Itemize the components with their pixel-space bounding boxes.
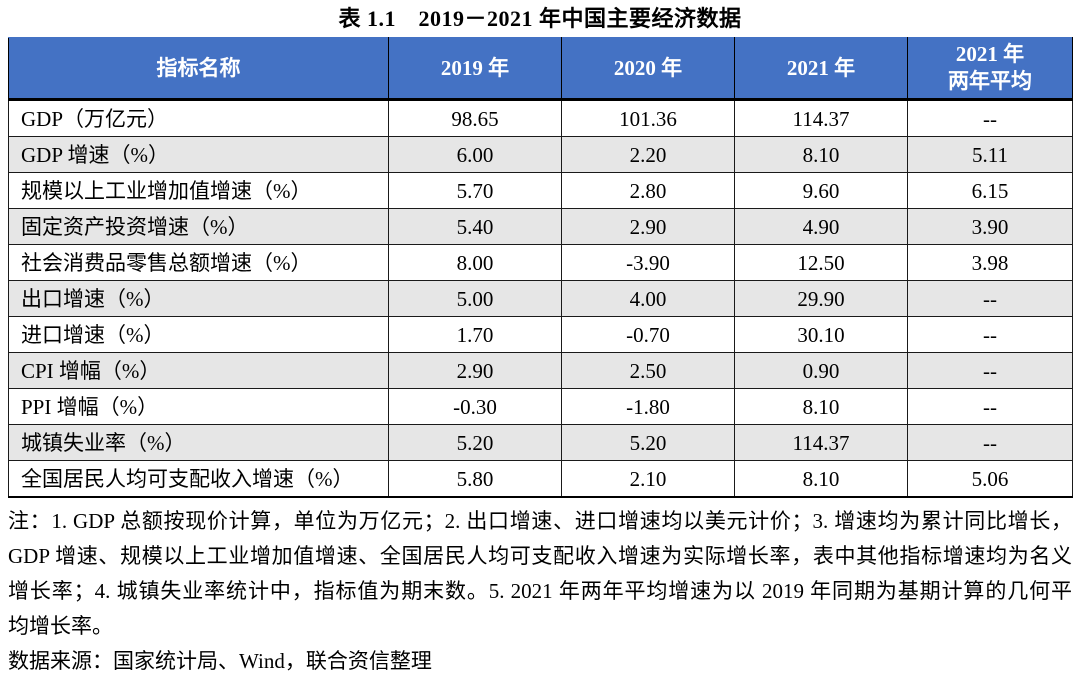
cell-value: -- <box>907 316 1073 353</box>
cell-value: 0.90 <box>734 352 908 389</box>
cell-value: 2.20 <box>561 136 735 173</box>
cell-value: -- <box>907 424 1073 461</box>
cell-value: -- <box>907 280 1073 317</box>
table-row: 固定资产投资增速（%） 5.40 2.90 4.90 3.90 <box>8 208 1073 245</box>
cell-value: 2.50 <box>561 352 735 389</box>
cell-value: 12.50 <box>734 244 908 281</box>
row-label: CPI 增幅（%） <box>8 352 389 389</box>
row-label: 出口增速（%） <box>8 280 389 317</box>
cell-value: 4.90 <box>734 208 908 245</box>
row-label: PPI 增幅（%） <box>8 388 389 425</box>
header-row: 指标名称 2019 年 2020 年 2021 年 2021 年 两年平均 <box>8 37 1073 101</box>
cell-value: 114.37 <box>734 99 908 137</box>
cell-value: 2.90 <box>388 352 562 389</box>
cell-value: -- <box>907 99 1073 137</box>
footnote-line: 均增长率。 <box>8 614 113 638</box>
table-footnotes: 注：1. GDP 总额按现价计算，单位为万亿元；2. 出口增速、进口增速均以美元… <box>8 504 1072 679</box>
cell-value: 5.11 <box>907 136 1073 173</box>
cell-value: 5.20 <box>561 424 735 461</box>
cell-value: 5.00 <box>388 280 562 317</box>
cell-value: 5.06 <box>907 460 1073 498</box>
table-row: 全国居民人均可支配收入增速（%） 5.80 2.10 8.10 5.06 <box>8 460 1073 498</box>
cell-value: 8.10 <box>734 460 908 498</box>
table-row: 社会消费品零售总额增速（%） 8.00 -3.90 12.50 3.98 <box>8 244 1073 281</box>
data-source-line: 数据来源：国家统计局、Wind，联合资信整理 <box>8 649 432 673</box>
table-title: 表 1.1 2019－2021 年中国主要经济数据 <box>338 6 742 31</box>
cell-value: 5.40 <box>388 208 562 245</box>
col-header-indicator: 指标名称 <box>8 37 389 101</box>
cell-value: 5.70 <box>388 172 562 209</box>
cell-value: 6.00 <box>388 136 562 173</box>
cell-value: 2.90 <box>561 208 735 245</box>
col-header-2021-two-year-avg: 2021 年 两年平均 <box>907 37 1073 101</box>
cell-value: -- <box>907 388 1073 425</box>
table-row: 出口增速（%） 5.00 4.00 29.90 -- <box>8 280 1073 317</box>
cell-value: 4.00 <box>561 280 735 317</box>
cell-value: -0.70 <box>561 316 735 353</box>
row-label: GDP（万亿元） <box>8 99 389 137</box>
row-label: 规模以上工业增加值增速（%） <box>8 172 389 209</box>
cell-value: 8.10 <box>734 388 908 425</box>
row-label: 固定资产投资增速（%） <box>8 208 389 245</box>
table-row: 进口增速（%） 1.70 -0.70 30.10 -- <box>8 316 1073 353</box>
cell-value: 5.20 <box>388 424 562 461</box>
table-row: 城镇失业率（%） 5.20 5.20 114.37 -- <box>8 424 1073 461</box>
table-row: GDP 增速（%） 6.00 2.20 8.10 5.11 <box>8 136 1073 173</box>
cell-value: -0.30 <box>388 388 562 425</box>
col-header-2020: 2020 年 <box>561 37 735 101</box>
cell-value: 8.10 <box>734 136 908 173</box>
cell-value: 98.65 <box>388 99 562 137</box>
footnote-line: GDP 增速、规模以上工业增加值增速、全国居民人均可支配收入增速为实际增长率，表… <box>8 544 1072 568</box>
cell-value: -1.80 <box>561 388 735 425</box>
table-row: CPI 增幅（%） 2.90 2.50 0.90 -- <box>8 352 1073 389</box>
cell-value: 8.00 <box>388 244 562 281</box>
cell-value: 9.60 <box>734 172 908 209</box>
row-label: 全国居民人均可支配收入增速（%） <box>8 460 389 498</box>
footnote-line: 增长率；4. 城镇失业率统计中，指标值为期末数。5. 2021 年两年平均增速为… <box>8 579 1072 603</box>
cell-value: 101.36 <box>561 99 735 137</box>
cell-value: 5.80 <box>388 460 562 498</box>
table-row: 规模以上工业增加值增速（%） 5.70 2.80 9.60 6.15 <box>8 172 1073 209</box>
cell-value: 3.98 <box>907 244 1073 281</box>
row-label: 进口增速（%） <box>8 316 389 353</box>
cell-value: 3.90 <box>907 208 1073 245</box>
cell-value: 1.70 <box>388 316 562 353</box>
cell-value: 6.15 <box>907 172 1073 209</box>
cell-value: 2.10 <box>561 460 735 498</box>
table-row: PPI 增幅（%） -0.30 -1.80 8.10 -- <box>8 388 1073 425</box>
cell-value: 30.10 <box>734 316 908 353</box>
document-page: 表 1.1 2019－2021 年中国主要经济数据 指标名称 2019 年 20… <box>8 0 1073 679</box>
table-row: GDP（万亿元） 98.65 101.36 114.37 -- <box>8 99 1073 137</box>
cell-value: -- <box>907 352 1073 389</box>
table-header: 指标名称 2019 年 2020 年 2021 年 2021 年 两年平均 <box>8 37 1073 101</box>
cell-value: -3.90 <box>561 244 735 281</box>
cell-value: 2.80 <box>561 172 735 209</box>
col-header-2019: 2019 年 <box>388 37 562 101</box>
economic-data-table: 指标名称 2019 年 2020 年 2021 年 2021 年 两年平均 GD… <box>8 37 1073 498</box>
row-label: 社会消费品零售总额增速（%） <box>8 244 389 281</box>
table-body: GDP（万亿元） 98.65 101.36 114.37 -- GDP 增速（%… <box>8 99 1073 498</box>
footnote-line: 注：1. GDP 总额按现价计算，单位为万亿元；2. 出口增速、进口增速均以美元… <box>8 509 1072 533</box>
row-label: GDP 增速（%） <box>8 136 389 173</box>
row-label: 城镇失业率（%） <box>8 424 389 461</box>
cell-value: 29.90 <box>734 280 908 317</box>
col-header-2021: 2021 年 <box>734 37 908 101</box>
cell-value: 114.37 <box>734 424 908 461</box>
